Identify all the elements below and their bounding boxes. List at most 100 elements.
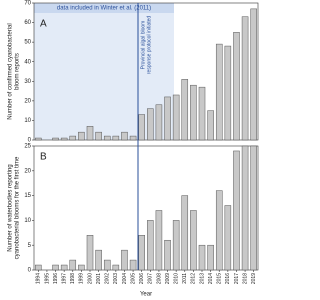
- x-tick-label: 1997: [61, 273, 67, 284]
- bar: [103, 135, 111, 141]
- y-tick-label: 40: [24, 59, 31, 65]
- y-tick-label: 60: [24, 20, 31, 26]
- x-axis-title: Year: [140, 292, 152, 298]
- panel-label: A: [40, 19, 47, 30]
- x-tick-label: 2010: [173, 273, 179, 284]
- y-tick-label: 70: [24, 1, 31, 7]
- y-axis-label: bloom reports: [15, 53, 21, 90]
- y-axis-label: Number of waterbodies reporting: [8, 164, 14, 251]
- bar: [172, 220, 180, 271]
- y-tick-label: 50: [24, 40, 31, 46]
- line-label: response protocol initiated: [146, 16, 152, 75]
- plot-frame: [33, 2, 259, 141]
- bar: [52, 264, 59, 271]
- x-tick-label: 2015: [217, 273, 223, 284]
- bar: [190, 84, 197, 141]
- bar: [215, 43, 223, 141]
- bar: [129, 135, 137, 141]
- bar: [233, 150, 240, 271]
- y-tick-label: 30: [24, 79, 31, 85]
- shade-label: data included in Winter et al. (2011): [57, 6, 151, 12]
- bar: [155, 210, 163, 271]
- bar: [121, 249, 128, 271]
- shaded-header: [34, 3, 174, 13]
- x-tick-label: 2003: [113, 273, 119, 284]
- x-tick-label: 2013: [199, 273, 205, 284]
- bar: [138, 114, 145, 141]
- y-axis-label: cyanobacterial blooms for the first time: [15, 156, 21, 259]
- bar: [181, 79, 189, 141]
- bar: [224, 205, 232, 271]
- x-tick-label: 2002: [105, 273, 111, 284]
- bar: [60, 264, 68, 271]
- bar: [52, 137, 59, 141]
- bar: [172, 94, 180, 141]
- bar: [190, 210, 197, 271]
- x-tick-label: 1999: [79, 273, 85, 284]
- bar: [164, 239, 171, 271]
- bar: [78, 131, 85, 141]
- bar: [78, 264, 85, 271]
- bar: [86, 235, 94, 271]
- bar: [207, 110, 214, 141]
- x-tick-label: 2008: [156, 273, 162, 284]
- bar: [198, 244, 206, 271]
- bar: [250, 145, 257, 271]
- bar: [112, 264, 120, 271]
- bar: [69, 259, 77, 271]
- x-tick-label: 1998: [70, 273, 76, 284]
- y-tick-label: 0: [28, 268, 32, 274]
- bar: [147, 220, 154, 271]
- bar: [207, 244, 214, 271]
- y-axis-title: Number of waterbodies reporting cyanobact…: [8, 156, 21, 259]
- y-tick-label: 10: [24, 118, 31, 124]
- bar: [60, 137, 68, 141]
- bar: [147, 108, 154, 141]
- x-tick-label: 2006: [139, 273, 145, 284]
- bar: [103, 259, 111, 271]
- x-tick-label: 2005: [130, 273, 136, 284]
- y-axis-title: Number of confirmed cyanobacterial bloom …: [8, 23, 21, 119]
- y-tick-label: 20: [24, 168, 31, 174]
- plot-frame: [33, 145, 259, 271]
- x-tick-label: 2009: [165, 273, 171, 284]
- bar: [241, 16, 249, 141]
- x-tick-label: 2018: [242, 273, 248, 284]
- bar: [69, 135, 77, 141]
- x-tick-label: 1994: [36, 273, 42, 284]
- bar: [215, 190, 223, 271]
- bar: [241, 145, 249, 271]
- bar: [112, 135, 120, 141]
- y-tick-label: 25: [24, 144, 31, 150]
- x-tick-label: 1995: [44, 273, 50, 284]
- line-label: Provincial algal bloom: [140, 21, 146, 70]
- bar: [250, 8, 257, 141]
- x-tick-label: 2007: [148, 273, 154, 284]
- bar: [181, 195, 189, 271]
- x-tick-label: 2000: [87, 273, 93, 284]
- bar: [164, 96, 171, 141]
- x-tick-label: 2004: [122, 273, 128, 284]
- bar: [129, 259, 137, 271]
- y-tick-label: 15: [24, 193, 31, 199]
- bar: [233, 32, 240, 141]
- panel-label: B: [40, 152, 47, 163]
- x-tick-label: 2014: [208, 273, 214, 284]
- x-tick-label: 2017: [234, 273, 240, 284]
- bar: [138, 235, 145, 271]
- bar: [35, 137, 42, 141]
- bar: [95, 131, 102, 141]
- bar: [35, 264, 42, 271]
- chart: data included in Winter et al. (2011) A …: [8, 1, 259, 298]
- y-tick-label: 10: [24, 218, 31, 224]
- x-tick-label: 2016: [225, 273, 231, 284]
- x-tick-label: 2012: [191, 273, 197, 284]
- x-tick-label: 2019: [251, 273, 257, 284]
- y-tick-label: 5: [28, 243, 32, 249]
- bar: [86, 126, 94, 141]
- y-axis-label: Number of confirmed cyanobacterial: [8, 23, 14, 119]
- x-tick-label: 2011: [182, 273, 188, 284]
- bar: [95, 249, 102, 271]
- bar: [224, 45, 232, 141]
- bar: [198, 86, 206, 141]
